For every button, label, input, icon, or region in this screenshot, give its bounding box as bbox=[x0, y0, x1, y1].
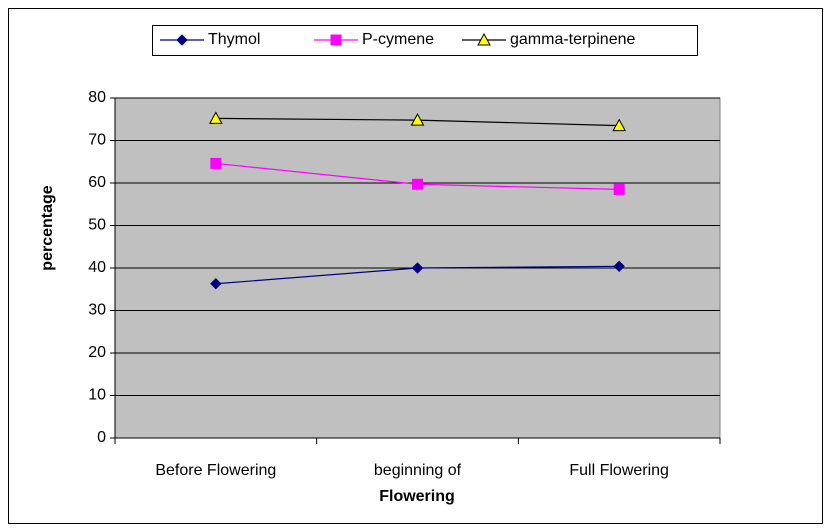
legend-marker bbox=[330, 34, 342, 46]
data-point bbox=[613, 260, 625, 273]
legend-box bbox=[152, 25, 698, 56]
y-tick-label: 70 bbox=[88, 132, 106, 149]
y-axis-label: percentage bbox=[39, 185, 56, 270]
y-tick-label: 30 bbox=[88, 302, 106, 319]
data-point bbox=[411, 262, 424, 274]
data-point bbox=[210, 278, 222, 290]
y-tick-label: 40 bbox=[88, 259, 106, 276]
legend-label: gamma-terpinene bbox=[510, 31, 636, 48]
data-point bbox=[613, 183, 625, 195]
y-tick-label: 10 bbox=[88, 387, 106, 404]
legend-marker bbox=[176, 34, 188, 46]
y-tick-label: 80 bbox=[88, 89, 106, 106]
legend-label: P-cymene bbox=[362, 31, 434, 48]
x-tick-label: Before Flowering bbox=[155, 462, 276, 479]
data-point bbox=[412, 178, 423, 190]
legend-marker bbox=[477, 32, 491, 46]
x-axis-label: Flowering bbox=[379, 488, 455, 505]
data-point bbox=[612, 118, 627, 132]
y-tick-label: 50 bbox=[88, 217, 106, 234]
x-tick-label: beginning of bbox=[374, 462, 462, 479]
data-point bbox=[210, 157, 222, 169]
y-tick-label: 0 bbox=[97, 429, 106, 446]
x-tick-label: Full Flowering bbox=[569, 462, 669, 479]
legend-label: Thymol bbox=[208, 31, 260, 48]
y-tick-label: 20 bbox=[88, 344, 106, 361]
data-point bbox=[410, 113, 425, 126]
data-point bbox=[208, 111, 223, 124]
y-tick-label: 60 bbox=[88, 174, 106, 191]
